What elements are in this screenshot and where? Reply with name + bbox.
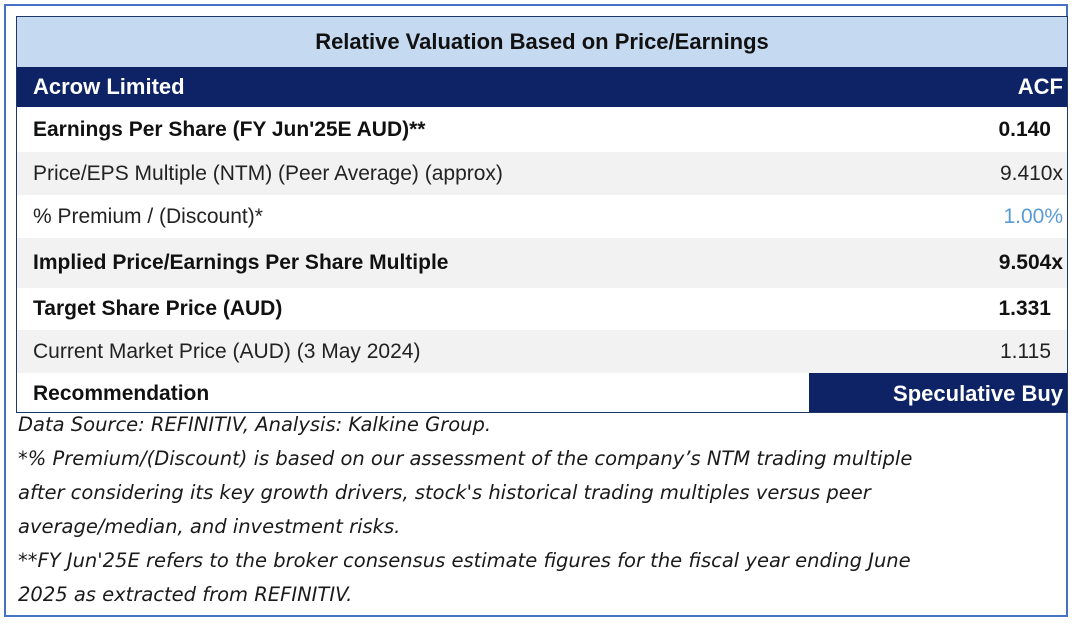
fy-note-line-1: **FY Jun'25E refers to the broker consen… bbox=[18, 549, 911, 572]
premium-note-line-2: after considering its key growth drivers… bbox=[18, 481, 871, 504]
row-label: Current Market Price (AUD) (3 May 2024) bbox=[33, 339, 421, 363]
row-value: 1.00% bbox=[1003, 204, 1063, 228]
table-title: Relative Valuation Based on Price/Earnin… bbox=[315, 29, 769, 54]
company-header-row: Acrow Limited ACF bbox=[17, 67, 1067, 107]
footnotes: Data Source: REFINITIV, Analysis: Kalkin… bbox=[18, 408, 1058, 612]
fy-note-line-2: 2025 as extracted from REFINITIV. bbox=[18, 583, 353, 606]
table-title-row: Relative Valuation Based on Price/Earnin… bbox=[17, 17, 1067, 67]
table-row-pe-multiple: Price/EPS Multiple (NTM) (Peer Average) … bbox=[17, 152, 1067, 195]
row-value: 1.115 bbox=[1000, 339, 1051, 363]
table-row-target-price: Target Share Price (AUD) 1.331 bbox=[17, 288, 1067, 330]
table-row-eps: Earnings Per Share (FY Jun'25E AUD)** 0.… bbox=[17, 107, 1067, 152]
row-value: 9.410x bbox=[999, 161, 1063, 185]
row-label: Target Share Price (AUD) bbox=[33, 297, 283, 320]
company-ticker: ACF bbox=[1017, 74, 1063, 99]
premium-note-line-1: *% Premium/(Discount) is based on our as… bbox=[18, 447, 913, 470]
row-label: Implied Price/Earnings Per Share Multipl… bbox=[33, 251, 449, 274]
row-label: Earnings Per Share (FY Jun'25E AUD)** bbox=[33, 117, 426, 141]
valuation-panel: Relative Valuation Based on Price/Earnin… bbox=[4, 4, 1068, 617]
recommendation-badge: Speculative Buy bbox=[809, 373, 1067, 412]
row-label: % Premium / (Discount)* bbox=[33, 204, 263, 228]
premium-note-line-3: average/median, and investment risks. bbox=[18, 515, 401, 538]
valuation-table: Relative Valuation Based on Price/Earnin… bbox=[16, 16, 1068, 413]
row-value: 0.140 bbox=[998, 117, 1051, 141]
table-row-current-price: Current Market Price (AUD) (3 May 2024) … bbox=[17, 330, 1067, 373]
recommendation-label: Recommendation bbox=[33, 381, 210, 405]
source-note: Data Source: REFINITIV, Analysis: Kalkin… bbox=[18, 413, 492, 436]
company-name: Acrow Limited bbox=[33, 74, 185, 99]
table-row-premium: % Premium / (Discount)* 1.00% bbox=[17, 195, 1067, 238]
row-label: Price/EPS Multiple (NTM) (Peer Average) … bbox=[33, 161, 503, 185]
table-row-recommendation: Recommendation Speculative Buy bbox=[17, 373, 1067, 412]
row-value: 9.504x bbox=[998, 251, 1063, 274]
table-row-implied-multiple: Implied Price/Earnings Per Share Multipl… bbox=[17, 238, 1067, 288]
row-value: 1.331 bbox=[998, 297, 1051, 320]
